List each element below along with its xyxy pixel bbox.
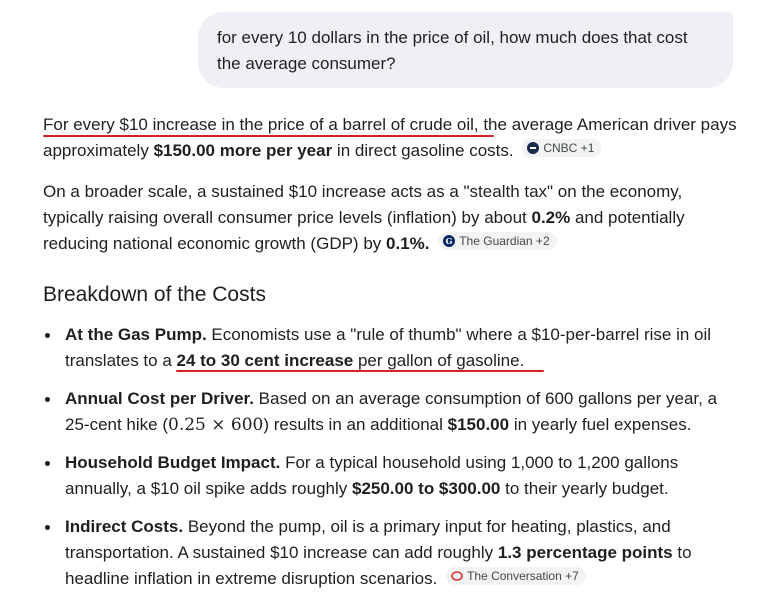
cnbc-logo-icon xyxy=(527,142,540,154)
list-item: Household Budget Impact. For a typical h… xyxy=(43,450,743,502)
source-chip-cnbc[interactable]: CNBC +1 xyxy=(522,139,602,157)
bullet-dot xyxy=(45,525,50,530)
conversation-logo-icon xyxy=(451,571,463,581)
list-item: Indirect Costs. Beyond the pump, oil is … xyxy=(43,514,743,592)
red-underline-annotation-1 xyxy=(43,135,494,137)
answer-lead-text: For every $10 increase in the price of a… xyxy=(43,115,479,134)
bullet-dot xyxy=(45,333,50,338)
bullet-dot xyxy=(45,461,50,466)
cost-breakdown-list: At the Gas Pump. Economists use a "rule … xyxy=(43,322,743,604)
red-underline-annotation-2 xyxy=(176,370,544,372)
annual-cost-highlight: $150.00 more per year xyxy=(153,141,333,160)
source-chip-guardian[interactable]: G The Guardian +2 xyxy=(438,232,557,250)
answer-paragraph-2: On a broader scale, a sustained $10 incr… xyxy=(43,182,685,253)
user-message-bubble: for every 10 dollars in the price of oil… xyxy=(198,12,733,88)
section-heading: Breakdown of the Costs xyxy=(43,283,266,306)
svg-text:G: G xyxy=(446,236,453,246)
math-expression: 0.25 × 600 xyxy=(168,415,264,435)
list-item: At the Gas Pump. Economists use a "rule … xyxy=(43,322,743,374)
list-item: Annual Cost per Driver. Based on an aver… xyxy=(43,386,743,438)
answer-paragraph-1: For every $10 increase in the price of a… xyxy=(43,115,737,160)
guardian-logo-icon: G xyxy=(443,235,456,247)
user-message-text: for every 10 dollars in the price of oil… xyxy=(217,28,688,73)
bullet-dot xyxy=(45,397,50,402)
source-chip-conversation[interactable]: The Conversation +7 xyxy=(446,567,586,585)
